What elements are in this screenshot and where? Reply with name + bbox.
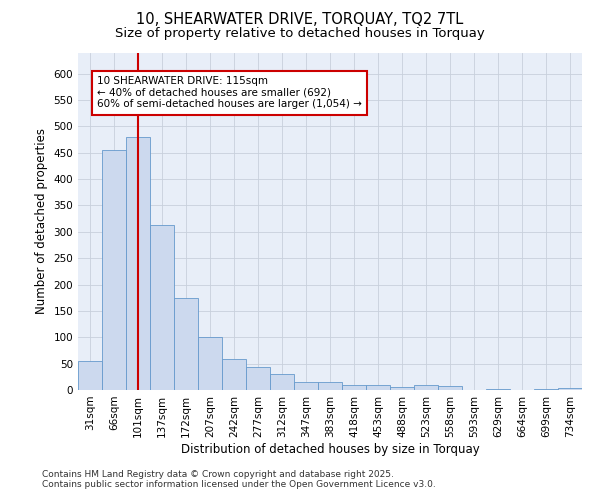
X-axis label: Distribution of detached houses by size in Torquay: Distribution of detached houses by size … <box>181 442 479 456</box>
Bar <box>390 388 414 390</box>
Bar <box>294 382 318 390</box>
Bar <box>246 368 270 390</box>
Bar <box>342 386 366 390</box>
Bar <box>78 361 102 390</box>
Bar <box>150 226 174 390</box>
Bar <box>174 298 198 390</box>
Bar <box>366 386 390 390</box>
Bar <box>102 150 126 390</box>
Text: 10, SHEARWATER DRIVE, TORQUAY, TQ2 7TL: 10, SHEARWATER DRIVE, TORQUAY, TQ2 7TL <box>136 12 464 28</box>
Y-axis label: Number of detached properties: Number of detached properties <box>35 128 48 314</box>
Bar <box>318 382 342 390</box>
Bar <box>198 338 222 390</box>
Bar <box>438 386 462 390</box>
Bar <box>558 388 582 390</box>
Text: Size of property relative to detached houses in Torquay: Size of property relative to detached ho… <box>115 28 485 40</box>
Bar <box>534 389 558 390</box>
Bar <box>222 359 246 390</box>
Bar <box>486 389 510 390</box>
Bar <box>270 374 294 390</box>
Bar <box>126 137 150 390</box>
Text: Contains HM Land Registry data © Crown copyright and database right 2025.
Contai: Contains HM Land Registry data © Crown c… <box>42 470 436 489</box>
Bar <box>414 386 438 390</box>
Text: 10 SHEARWATER DRIVE: 115sqm
← 40% of detached houses are smaller (692)
60% of se: 10 SHEARWATER DRIVE: 115sqm ← 40% of det… <box>97 76 362 110</box>
